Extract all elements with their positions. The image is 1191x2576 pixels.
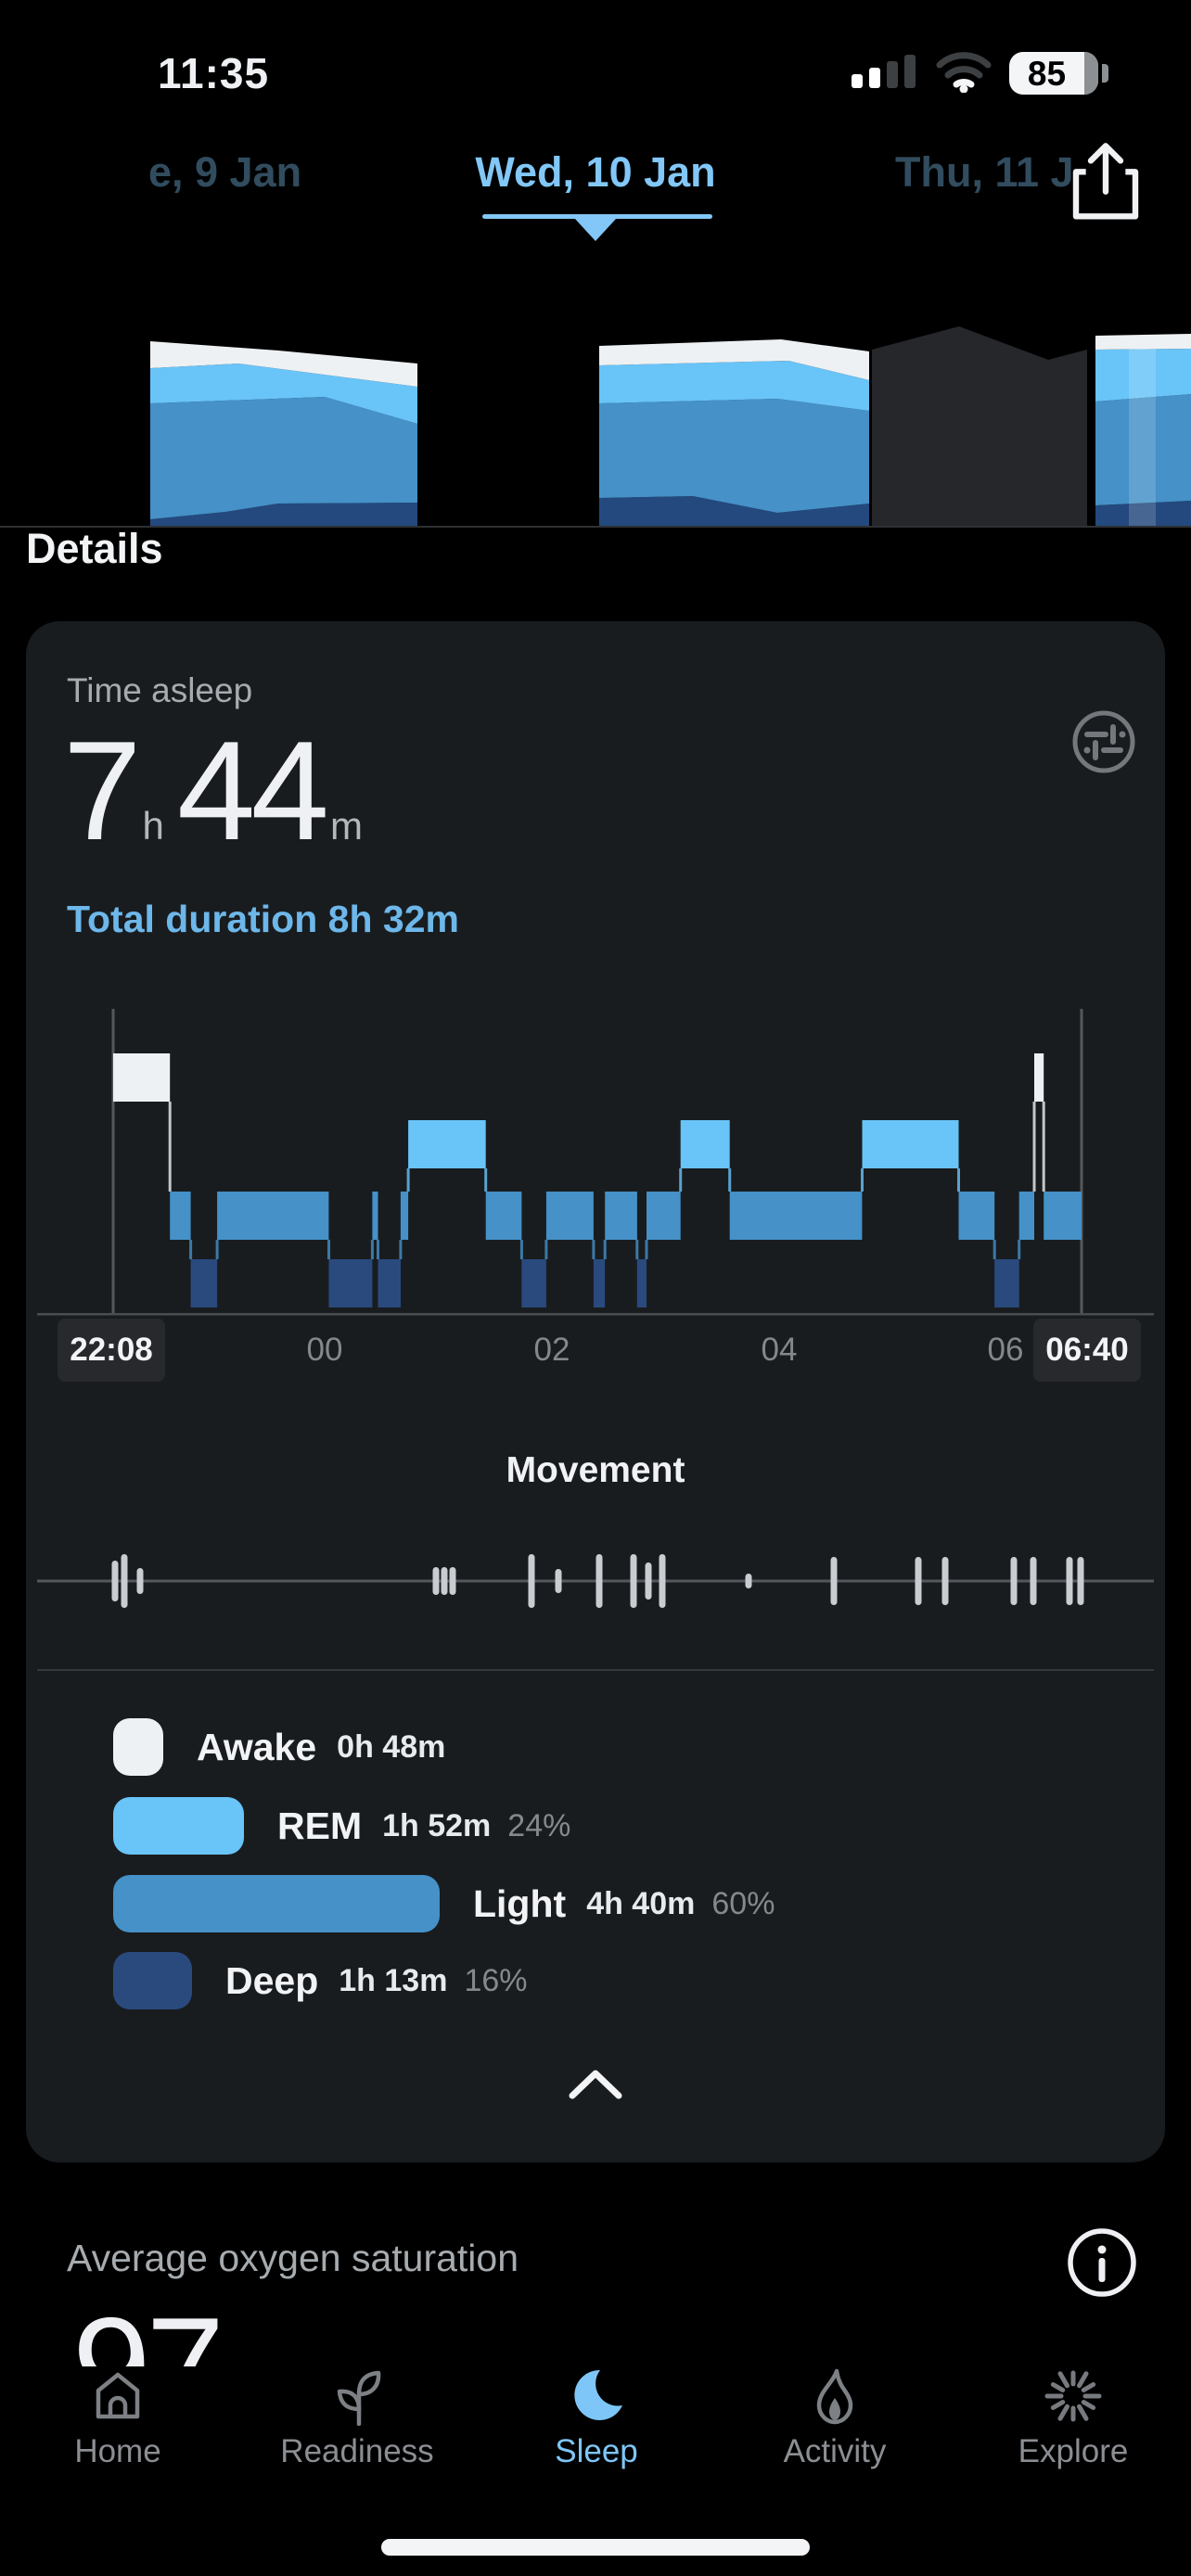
readiness-icon <box>337 2370 381 2426</box>
axis-tick: 04 <box>761 1332 798 1368</box>
oxygen-title: Average oxygen saturation <box>67 2237 519 2279</box>
tab-readiness[interactable]: Readiness <box>255 2366 459 2470</box>
activity-flame-icon <box>816 2368 853 2425</box>
card-title: Time asleep <box>67 671 253 709</box>
hypnogram-chart[interactable] <box>26 1006 1165 1317</box>
legend-percent: 24% <box>507 1807 571 1843</box>
legend-value: 4h 40m <box>586 1885 696 1921</box>
tab-label: Sleep <box>555 2433 638 2469</box>
tab-label: Explore <box>1018 2433 1129 2469</box>
movement-chart <box>37 1554 1154 1608</box>
legend-row-light: Light 4h 40m 60% <box>113 1875 775 1932</box>
status-time: 11:35 <box>157 49 270 97</box>
legend-label: Deep <box>225 1958 319 2002</box>
oxygen-value-clipped: 97 <box>72 2298 443 2370</box>
week-sleep-preview-chart[interactable] <box>0 315 1191 529</box>
tab-label: Home <box>74 2433 161 2469</box>
date-pointer <box>575 219 616 241</box>
sleep-moon-icon <box>574 2369 622 2420</box>
wifi-icon <box>936 52 992 93</box>
hours-value: 7 <box>63 712 142 870</box>
axis-tick: 02 <box>533 1332 570 1368</box>
minutes-value: 44 <box>176 712 329 870</box>
legend-value: 1h 13m <box>339 1962 448 1998</box>
legend-row-deep: Deep 1h 13m 16% <box>113 1952 528 2009</box>
tab-home[interactable]: Home <box>16 2366 220 2470</box>
minutes-unit: m <box>329 804 363 848</box>
hours-unit: h <box>142 804 164 848</box>
battery-nub <box>1102 64 1108 83</box>
date-prev[interactable]: e, 9 Jan <box>148 148 302 196</box>
deep-swatch <box>113 1952 192 2009</box>
battery-percent: 85 <box>1027 55 1067 93</box>
section-divider <box>0 526 1191 528</box>
time-asleep-card: Time asleep 7 h 44 m Total duration 8h 32m … <box>26 621 1165 2162</box>
details-heading: Details <box>26 525 163 572</box>
date-selected[interactable]: Wed, 10 Jan <box>475 148 716 196</box>
light-swatch <box>113 1875 440 1932</box>
awake-swatch <box>113 1718 163 1776</box>
axis-tick: 00 <box>306 1332 343 1368</box>
bedtime-badge: 22:08 <box>58 1319 165 1382</box>
tab-sleep[interactable]: Sleep <box>494 2366 698 2470</box>
collapse-chevron-icon[interactable] <box>563 2064 628 2105</box>
movement-title: Movement <box>506 1450 685 1490</box>
legend-value: 1h 52m <box>382 1807 492 1843</box>
share-icon[interactable] <box>1061 137 1150 226</box>
axis-tick: 06 <box>987 1332 1024 1368</box>
tab-label: Readiness <box>280 2433 434 2469</box>
date-underline <box>482 214 712 219</box>
total-duration: Total duration 8h 32m <box>67 898 459 940</box>
tab-label: Activity <box>783 2433 887 2469</box>
home-indicator[interactable] <box>381 2539 810 2556</box>
tab-activity[interactable]: Activity <box>733 2366 937 2470</box>
legend-row-rem: REM 1h 52m 24% <box>113 1797 570 1855</box>
legend-percent: 60% <box>711 1885 775 1921</box>
cellular-signal-icon <box>852 55 916 88</box>
legend-label: Light <box>473 1881 567 1925</box>
legend-row-awake: Awake 0h 48m <box>113 1718 462 1776</box>
rem-swatch <box>113 1797 244 1855</box>
legend-percent: 16% <box>464 1962 528 1998</box>
date-next[interactable]: Thu, 11 J <box>895 148 1074 196</box>
battery-remainder <box>1084 52 1098 95</box>
customize-icon[interactable] <box>1067 705 1141 779</box>
legend-label: REM <box>277 1804 363 1847</box>
legend-divider <box>37 1669 1154 1671</box>
battery-icon: 85 <box>1009 52 1098 95</box>
tab-explore[interactable]: Explore <box>971 2366 1175 2470</box>
info-icon[interactable] <box>1063 2224 1141 2302</box>
legend-label: Awake <box>197 1725 317 1768</box>
explore-icon <box>1044 2370 1102 2422</box>
time-asleep-value: 7 h 44 m <box>63 721 376 861</box>
legend-value: 0h 48m <box>337 1728 446 1765</box>
waketime-badge: 06:40 <box>1033 1319 1141 1382</box>
home-icon <box>96 2372 140 2419</box>
